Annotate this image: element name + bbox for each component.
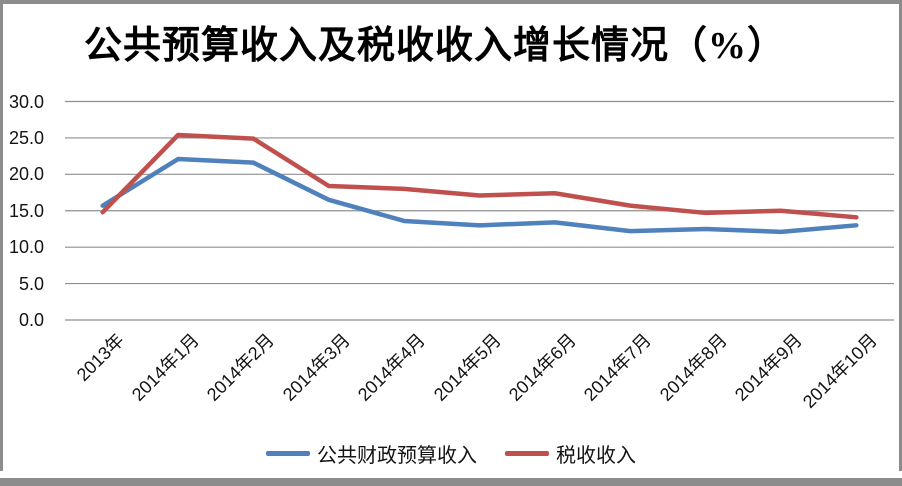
chart-title: 公共预算收入及税收收入增长情况（%）	[83, 25, 786, 67]
series-line-0	[100, 156, 859, 235]
legend-label-budget-revenue: 公共财政预算收入	[317, 444, 477, 467]
y-axis-tick-label: 10.0	[8, 237, 44, 258]
y-axis-tick-label: 15.0	[8, 200, 44, 221]
y-axis-tick-label: 0.0	[18, 310, 44, 330]
legend-item-tax-revenue: 税收收入	[505, 439, 636, 468]
series-line-1	[100, 132, 859, 220]
chart-frame	[0, 0, 902, 471]
y-axis-tick-label: 5.0	[18, 273, 44, 294]
legend-item-budget-revenue: 公共财政预算收入	[266, 439, 477, 468]
legend-line-sample-budget-revenue	[266, 450, 310, 456]
legend: 公共财政预算收入 税收收入	[0, 438, 902, 468]
y-axis-tick-label: 25.0	[8, 127, 44, 148]
y-axis-tick-label: 20.0	[8, 164, 44, 185]
legend-line-sample-tax-revenue	[505, 450, 549, 456]
y-axis-tick-label: 30.0	[8, 91, 44, 112]
legend-label-tax-revenue: 税收收入	[556, 444, 636, 467]
bottom-edge-bar	[0, 478, 902, 486]
